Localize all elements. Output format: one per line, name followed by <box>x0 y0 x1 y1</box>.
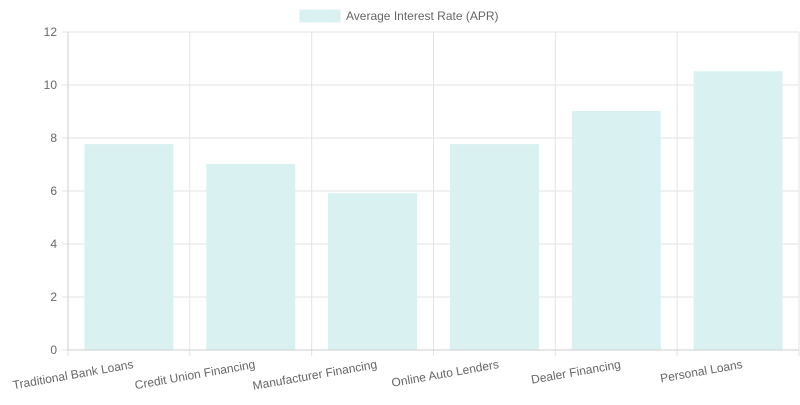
legend: Average Interest Rate (APR) <box>299 9 499 23</box>
y-tick-label: 12 <box>44 25 58 39</box>
legend-label: Average Interest Rate (APR) <box>346 9 499 23</box>
y-tick-label: 2 <box>50 290 57 304</box>
y-tick-label: 8 <box>50 131 57 145</box>
bar[interactable] <box>693 71 783 351</box>
bar[interactable] <box>328 193 418 351</box>
x-tick-label: Credit Union Financing <box>134 357 257 392</box>
legend-swatch <box>299 9 341 23</box>
y-tick-label: 6 <box>50 184 57 198</box>
bar[interactable] <box>206 164 296 351</box>
gridlines <box>62 31 800 356</box>
y-tick-label: 10 <box>44 78 58 92</box>
x-tick-label: Online Auto Lenders <box>390 357 500 390</box>
axes <box>67 32 799 351</box>
x-tick-label: Personal Loans <box>659 357 744 385</box>
x-tick-label: Dealer Financing <box>530 357 622 387</box>
bar[interactable] <box>571 111 661 351</box>
bar[interactable] <box>449 144 539 351</box>
x-tick-label: Manufacturer Financing <box>252 357 379 393</box>
x-tick-label: Traditional Bank Loans <box>12 357 135 392</box>
y-tick-label: 4 <box>50 237 57 251</box>
bars <box>84 71 783 351</box>
bar[interactable] <box>84 144 174 351</box>
x-axis-tick-labels: Traditional Bank Loans Credit Union Finan… <box>12 357 744 393</box>
y-tick-label: 0 <box>50 343 57 357</box>
y-axis-tick-labels: 0 2 4 6 8 10 12 <box>44 25 58 357</box>
